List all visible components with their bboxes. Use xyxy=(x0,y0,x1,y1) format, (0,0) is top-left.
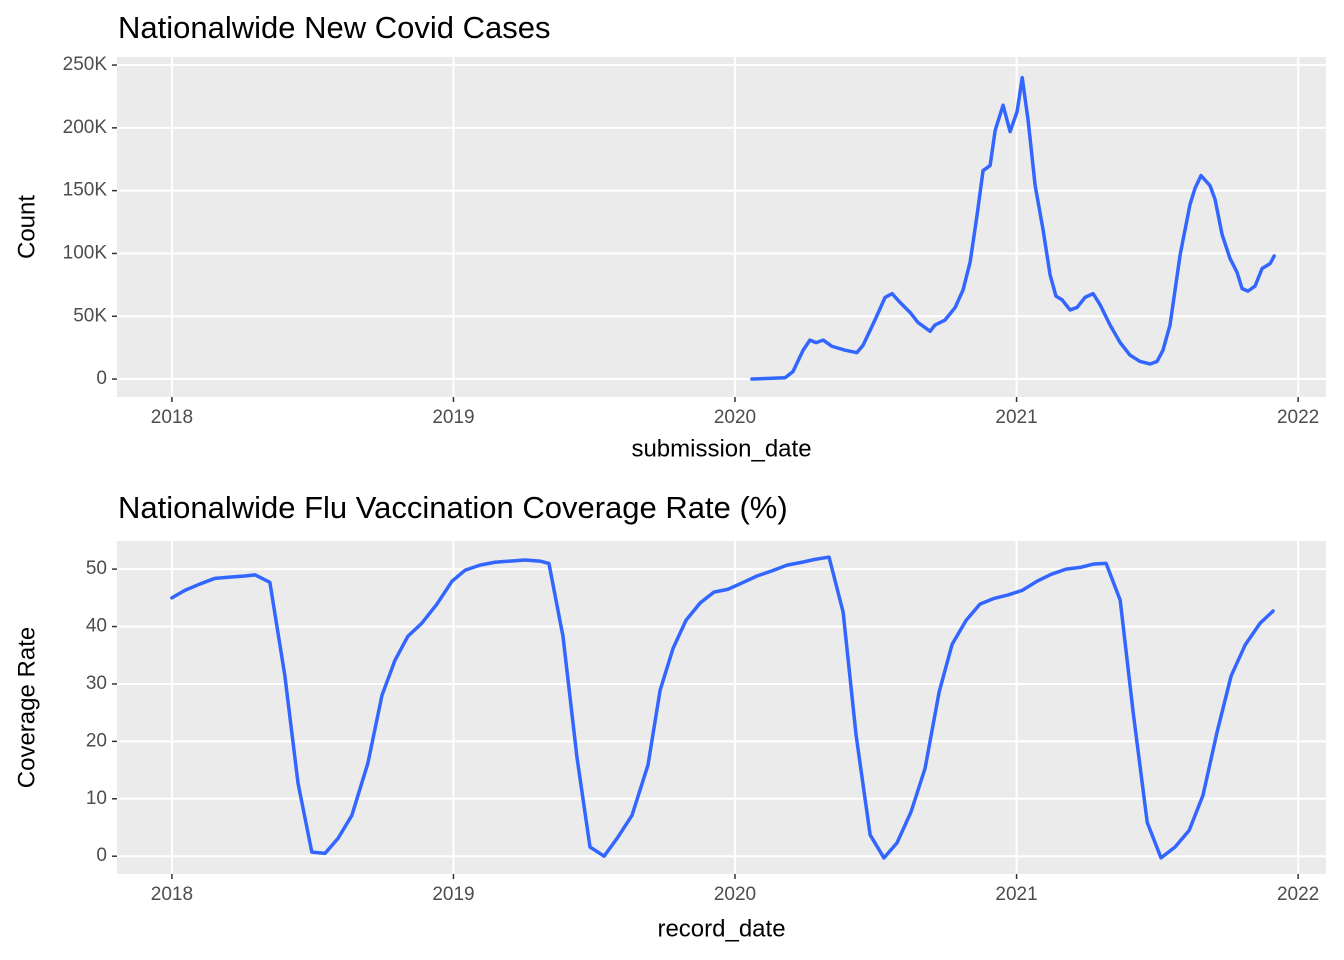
plot-background xyxy=(117,57,1326,397)
x-tick-label: 2021 xyxy=(995,407,1037,428)
y-tick-label: 50K xyxy=(73,305,107,326)
y-tick-label: 0 xyxy=(96,368,107,389)
y-tick-label: 150K xyxy=(63,180,108,201)
x-tick-label: 2021 xyxy=(995,884,1037,905)
chart-title: Nationalwide Flu Vaccination Coverage Ra… xyxy=(118,490,788,525)
x-tick-label: 2019 xyxy=(432,407,474,428)
y-tick-label: 200K xyxy=(63,117,108,138)
x-tick-label: 2020 xyxy=(714,884,756,905)
chart-title: Nationalwide New Covid Cases xyxy=(118,10,550,45)
x-axis-label: submission_date xyxy=(631,435,811,462)
x-tick-label: 2018 xyxy=(151,884,193,905)
y-axis-label: Count xyxy=(13,195,40,259)
x-tick-label: 2019 xyxy=(432,884,474,905)
y-tick-label: 40 xyxy=(86,616,107,637)
y-tick-label: 250K xyxy=(63,54,108,75)
plot-background xyxy=(117,541,1326,874)
data-line xyxy=(170,555,1275,860)
x-tick-label: 2020 xyxy=(714,407,756,428)
x-tick-label: 2022 xyxy=(1277,884,1319,905)
x-axis-label: record_date xyxy=(657,915,785,942)
x-tick-label: 2022 xyxy=(1277,407,1319,428)
data-line xyxy=(750,75,1276,381)
y-tick-label: 100K xyxy=(63,242,108,263)
y-axis-label: Coverage Rate xyxy=(13,627,40,788)
y-tick-label: 0 xyxy=(96,845,107,866)
x-tick-label: 2018 xyxy=(151,407,193,428)
y-tick-label: 30 xyxy=(86,673,107,694)
y-tick-label: 20 xyxy=(86,730,107,751)
y-tick-label: 50 xyxy=(86,558,107,579)
y-tick-label: 10 xyxy=(86,788,107,809)
